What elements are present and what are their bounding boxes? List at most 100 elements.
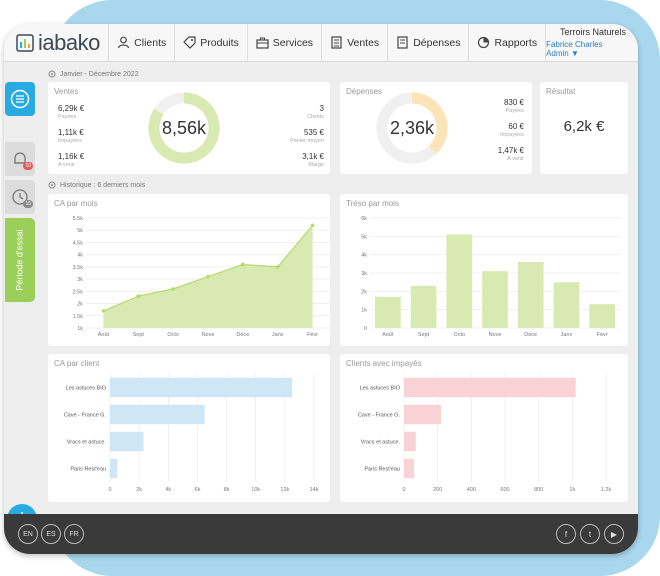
- x-tick-label: Nove: [489, 332, 502, 338]
- data-point[interactable]: [241, 262, 245, 267]
- ventes-panier: 535 € Panier moyen: [290, 128, 324, 144]
- pie-icon: [478, 36, 490, 49]
- nav-label: Dépenses: [413, 36, 461, 49]
- x-tick-label: 400: [467, 487, 476, 493]
- history-filter[interactable]: Historique : 6 derniers mois: [48, 181, 145, 189]
- data-point[interactable]: [206, 274, 210, 279]
- y-tick-label: 4.5k: [73, 240, 84, 246]
- clients-impayes-chart: 0 200 400 600 800 1k 1.2k Les astuces BIO Cave -…: [358, 374, 611, 493]
- company-name: Terroirs Naturels: [559, 27, 626, 37]
- bar[interactable]: [404, 404, 442, 425]
- bar[interactable]: [375, 296, 401, 328]
- ventes-marge: 3,1k € Marge: [302, 152, 324, 168]
- x-tick-label: Octo: [453, 332, 465, 338]
- twitter-icon[interactable]: t: [580, 524, 600, 544]
- nav-produits[interactable]: Produits: [175, 24, 248, 61]
- ca-par-client-card[interactable]: CA par client 0 2k 4k 6k 8k 10k 12k 14k Les astu…: [48, 354, 330, 502]
- x-tick-label: Août: [382, 332, 394, 338]
- category-label: Cave - France G.: [64, 413, 107, 419]
- history-badge: 15: [23, 200, 33, 208]
- history-button[interactable]: 15: [5, 180, 35, 214]
- chart-title: CA par mois: [54, 199, 98, 208]
- ventes-card[interactable]: Ventes 6,29k € Payées 1,11k € Impayées 1,1…: [48, 82, 330, 174]
- x-tick-label: 600: [500, 487, 509, 493]
- trial-period-tab[interactable]: Période d'essai: [5, 218, 35, 302]
- x-tick-label: 200: [433, 487, 442, 493]
- bar[interactable]: [404, 431, 416, 452]
- bar[interactable]: [110, 404, 205, 425]
- category-label: Vracs et astuce.: [67, 440, 107, 446]
- person-icon: [118, 36, 130, 49]
- bar[interactable]: [482, 271, 508, 328]
- x-tick-label: Févr: [597, 332, 608, 338]
- menu-button[interactable]: [5, 82, 35, 116]
- ca-par-mois-card[interactable]: CA par mois 1k 1.5k 2k 2.5k 3k 3.5k 4k 4.5k 5k 5.…: [48, 194, 330, 346]
- facebook-icon[interactable]: f: [556, 524, 576, 544]
- bar[interactable]: [553, 282, 580, 328]
- x-tick-label: Octo: [167, 332, 179, 338]
- y-tick-label: 4k: [77, 253, 83, 259]
- data-point[interactable]: [101, 309, 106, 313]
- x-tick-label: 2k: [136, 487, 142, 493]
- youtube-icon[interactable]: ▶: [604, 524, 624, 544]
- x-tick-label: 8k: [224, 487, 230, 493]
- treso-par-mois-card[interactable]: Tréso par mois 0 1k 2k 3k 4k 5k 6k Août Sept Octo…: [340, 194, 628, 346]
- logo-icon: [16, 33, 34, 52]
- lang-en-button[interactable]: EN: [18, 524, 38, 544]
- gear-icon: [48, 181, 56, 189]
- category-label: Paris Rest'eau: [70, 467, 106, 473]
- notification-badge: 10: [23, 162, 33, 170]
- data-point[interactable]: [171, 287, 175, 291]
- period-filter[interactable]: Janvier - Décembre 2022: [48, 70, 139, 78]
- y-tick-label: 4k: [361, 253, 367, 259]
- nav-ventes[interactable]: Ventes: [322, 24, 389, 61]
- lang-es-button[interactable]: ES: [41, 524, 61, 544]
- resultat-card[interactable]: Résultat 6,2k €: [540, 82, 628, 174]
- depenses-payees: 830 € Payées: [503, 98, 524, 114]
- bar[interactable]: [589, 304, 615, 328]
- footer: EN ES FR f t ▶: [4, 514, 638, 554]
- ventes-payees: 6,29k € Payées: [58, 104, 85, 120]
- nav-services[interactable]: Services: [248, 24, 323, 61]
- data-point[interactable]: [136, 294, 141, 299]
- bar[interactable]: [410, 285, 437, 328]
- tag-icon: [183, 36, 196, 49]
- nav-rapports[interactable]: Rapports: [469, 24, 547, 61]
- bar[interactable]: [110, 431, 144, 452]
- user-menu[interactable]: Fabrice Charles Admin ▼: [546, 40, 603, 58]
- account-menu[interactable]: Terroirs Naturels Fabrice Charles Admin …: [546, 24, 638, 61]
- nav-label: Services: [272, 36, 314, 49]
- nav-dépenses[interactable]: Dépenses: [388, 24, 470, 61]
- y-tick-label: 1k: [361, 308, 367, 314]
- lang-fr-button[interactable]: FR: [64, 524, 84, 544]
- category-label: Les astuces BIO: [360, 386, 401, 392]
- bar[interactable]: [110, 377, 293, 398]
- x-tick-label: Sept: [418, 332, 430, 338]
- depenses-card[interactable]: Dépenses 2,36k 830 € Payées 60 € Impayées …: [340, 82, 532, 174]
- notifications-button[interactable]: 10: [5, 142, 35, 176]
- logo[interactable]: iabako: [4, 24, 110, 61]
- ca-par-client-chart: 0 2k 4k 6k 8k 10k 12k 14k Les astuces BIO Cave - …: [64, 374, 319, 493]
- x-tick-label: Déce: [236, 332, 249, 338]
- depenses-icon: [397, 36, 408, 49]
- data-point[interactable]: [275, 265, 280, 269]
- bar[interactable]: [110, 458, 118, 479]
- data-point[interactable]: [310, 223, 315, 228]
- category-label: Cave - France G.: [358, 413, 401, 419]
- briefcase-icon: [256, 37, 269, 49]
- nav-clients[interactable]: Clients: [109, 24, 176, 61]
- bar[interactable]: [446, 234, 473, 329]
- y-tick-label: 5k: [77, 228, 83, 234]
- y-tick-label: 1k: [77, 326, 83, 332]
- depenses-donut-arc: [376, 92, 448, 164]
- y-tick-label: 5k: [361, 234, 367, 240]
- bar[interactable]: [404, 458, 415, 479]
- treso-par-mois-chart: 0 1k 2k 3k 4k 5k 6k Août Sept Octo Nove Déce Janv Fév…: [361, 216, 620, 338]
- bar[interactable]: [517, 262, 544, 328]
- clients-impayes-card[interactable]: Clients avec impayés 0 200 400 600 800 1k 1.2k…: [340, 354, 628, 502]
- bar[interactable]: [404, 377, 576, 398]
- history-period-label: Historique : 6 derniers mois: [60, 181, 146, 189]
- resultat-title: Résultat: [546, 87, 576, 96]
- chart-title: CA par client: [54, 359, 100, 368]
- gear-icon: [48, 70, 56, 78]
